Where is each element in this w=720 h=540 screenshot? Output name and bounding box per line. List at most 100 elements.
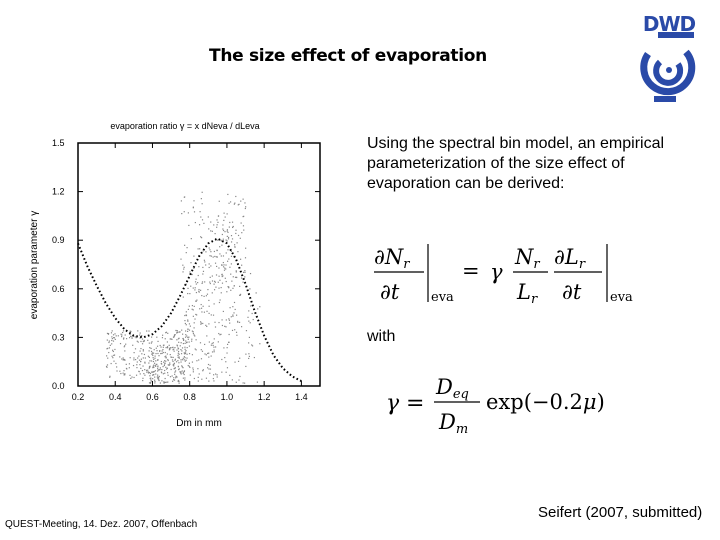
scatter-point (235, 195, 237, 198)
scatter-point (178, 382, 180, 384)
scatter-point (168, 349, 171, 351)
scatter-point (188, 305, 190, 307)
x-tick-label: 0.6 (146, 392, 159, 402)
scatter-point (131, 336, 133, 338)
scatter-point (201, 378, 203, 380)
scatter-point (124, 373, 126, 375)
scatter-point (161, 368, 163, 371)
scatter-point (157, 359, 159, 361)
scatter-point (227, 238, 230, 240)
scatter-point (235, 331, 238, 333)
scatter-point (218, 275, 220, 277)
scatter-point (232, 226, 234, 229)
scatter-point (162, 349, 164, 351)
scatter-point (148, 382, 151, 384)
scatter-point (220, 255, 222, 257)
scatter-point (210, 265, 212, 267)
scatter-point (138, 371, 140, 373)
scatter-point (234, 308, 236, 311)
scatter-point (180, 371, 182, 373)
scatter-point (191, 304, 194, 307)
scatter-point (129, 374, 131, 376)
scatter-point (226, 235, 228, 237)
scatter-point (239, 375, 241, 378)
scatter-point (227, 231, 229, 233)
scatter-point (182, 372, 184, 375)
scatter-point (177, 348, 180, 350)
scatter-point (150, 350, 153, 353)
scatter-point (168, 344, 170, 346)
scatter-point (205, 295, 207, 297)
scatter-point (224, 231, 226, 233)
scatter-point (169, 347, 171, 349)
scatter-point (192, 207, 194, 209)
scatter-point (159, 350, 161, 352)
scatter-point (179, 371, 181, 373)
scatter-point (210, 251, 212, 253)
scatter-point (182, 377, 184, 379)
scatter-point (225, 252, 227, 254)
scatter-point (237, 360, 240, 362)
scatter-point (187, 212, 189, 214)
scatter-point (202, 305, 204, 307)
scatter-point (115, 335, 117, 337)
scatter-point (119, 342, 122, 345)
scatter-point (148, 371, 151, 374)
scatter-point (191, 361, 194, 363)
scatter-point (153, 379, 156, 381)
scatter-point (182, 296, 184, 298)
scatter-point (198, 373, 200, 375)
scatter-point (202, 273, 204, 275)
scatter-point (167, 381, 169, 383)
scatter-point (182, 357, 184, 359)
scatter-point (223, 347, 225, 349)
scatter-point (183, 373, 185, 376)
scatter-point (194, 281, 197, 283)
scatter-point (229, 307, 231, 309)
scatter-point (241, 264, 243, 266)
scatter-point (183, 370, 186, 372)
scatter-point (184, 322, 186, 325)
scatter-point (209, 368, 212, 370)
scatter-point (191, 308, 193, 310)
scatter-point (221, 264, 223, 266)
scatter-point (213, 338, 215, 340)
scatter-point (209, 255, 211, 257)
scatter-point (174, 371, 176, 373)
scatter-point (253, 356, 255, 359)
scatter-point (167, 374, 169, 376)
scatter-point (173, 335, 176, 337)
scatter-point (166, 381, 168, 383)
scatter-point (106, 332, 109, 335)
scatter-point (188, 329, 191, 331)
scatter-point (221, 275, 223, 278)
scatter-point (157, 370, 159, 372)
scatter-point (194, 348, 196, 350)
scatter-point (157, 369, 160, 371)
scatter-point (164, 369, 166, 372)
scatter-point (213, 303, 215, 305)
scatter-point (142, 379, 144, 382)
scatter-point (196, 314, 198, 316)
scatter-point (194, 287, 196, 289)
scatter-point (205, 264, 207, 266)
scatter-point (137, 330, 139, 332)
scatter-point (148, 342, 150, 344)
scatter-point (224, 277, 226, 279)
scatter-point (128, 363, 131, 365)
scatter-point (228, 287, 230, 289)
scatter-point (208, 323, 210, 325)
scatter-point (119, 370, 121, 372)
scatter-point (198, 266, 200, 268)
scatter-point (202, 322, 204, 325)
scatter-point (184, 351, 187, 353)
scatter-point (180, 361, 182, 363)
scatter-point (233, 203, 235, 205)
scatter-point (213, 280, 216, 282)
scatter-point (245, 206, 247, 208)
scatter-point (160, 360, 162, 363)
scatter-point (106, 364, 109, 366)
dwd-logo-text: DWD (642, 12, 696, 36)
scatter-point (179, 345, 181, 347)
scatter-point (182, 371, 184, 373)
